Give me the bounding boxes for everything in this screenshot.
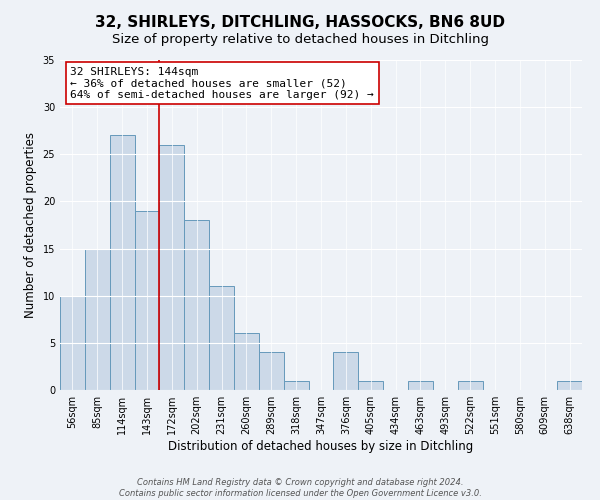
Bar <box>458 380 482 390</box>
Bar <box>334 352 358 390</box>
Bar <box>358 380 383 390</box>
Text: Size of property relative to detached houses in Ditchling: Size of property relative to detached ho… <box>112 32 488 46</box>
Bar <box>209 286 234 390</box>
Bar <box>234 334 259 390</box>
Bar <box>408 380 433 390</box>
Bar <box>160 145 184 390</box>
Bar <box>184 220 209 390</box>
Bar <box>557 380 582 390</box>
Bar <box>110 136 134 390</box>
Bar <box>60 296 85 390</box>
Text: 32, SHIRLEYS, DITCHLING, HASSOCKS, BN6 8UD: 32, SHIRLEYS, DITCHLING, HASSOCKS, BN6 8… <box>95 15 505 30</box>
Bar <box>85 248 110 390</box>
Text: Contains HM Land Registry data © Crown copyright and database right 2024.
Contai: Contains HM Land Registry data © Crown c… <box>119 478 481 498</box>
Text: 32 SHIRLEYS: 144sqm
← 36% of detached houses are smaller (52)
64% of semi-detach: 32 SHIRLEYS: 144sqm ← 36% of detached ho… <box>70 66 374 100</box>
Bar <box>259 352 284 390</box>
X-axis label: Distribution of detached houses by size in Ditchling: Distribution of detached houses by size … <box>169 440 473 453</box>
Bar <box>134 211 160 390</box>
Bar <box>284 380 308 390</box>
Y-axis label: Number of detached properties: Number of detached properties <box>24 132 37 318</box>
